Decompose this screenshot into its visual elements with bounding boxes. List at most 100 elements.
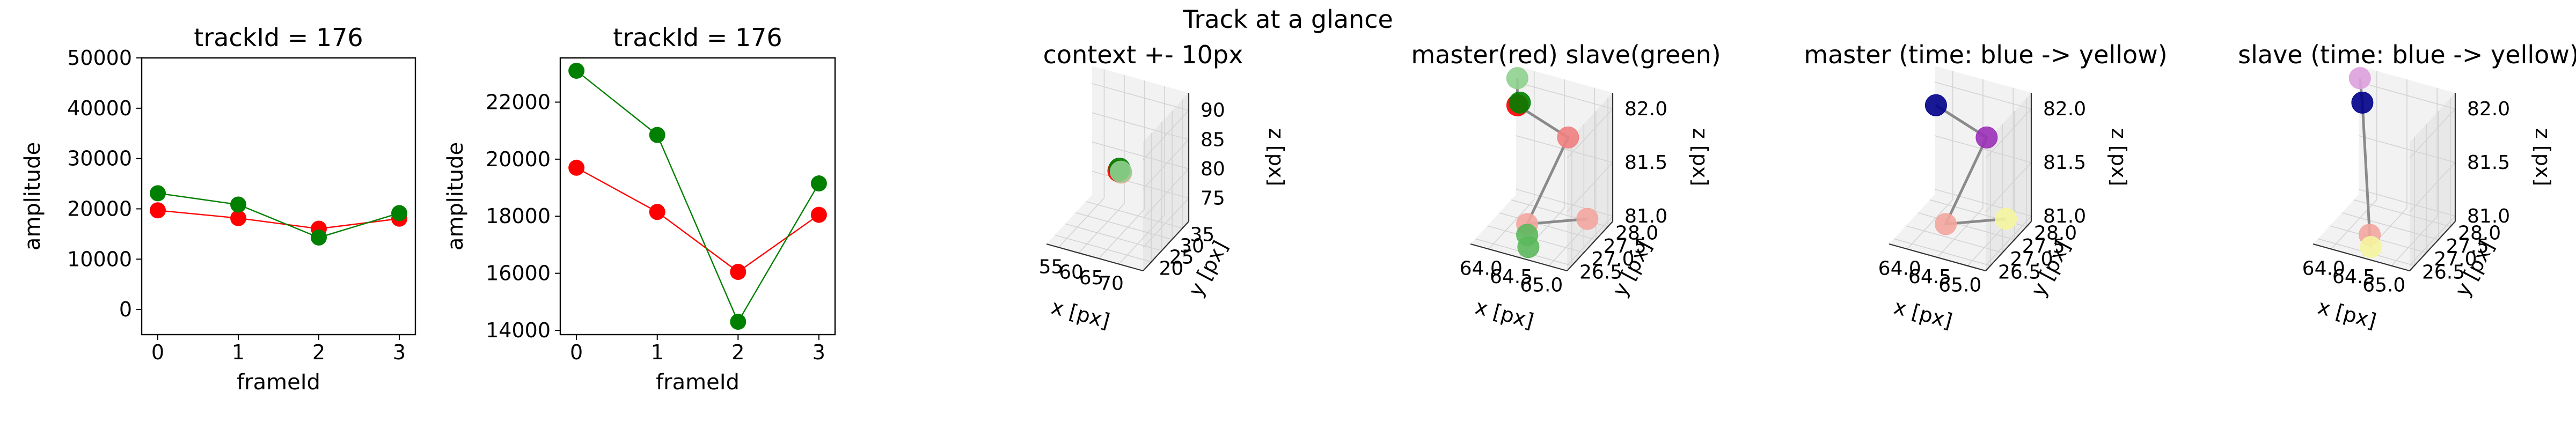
y-axis-line: [1567, 221, 1613, 271]
z-axis-label: z [px]: [1264, 128, 1288, 186]
x-tick-label: 65.0: [2362, 275, 2405, 297]
z-tick-label: 81.5: [2043, 152, 2086, 174]
data-point: [1935, 213, 1957, 235]
line-chart-2: trackId = 176 0 1 2 3 14000 16000 18000 20000 220…: [443, 23, 836, 395]
y-tick-label: 40000: [67, 97, 132, 120]
data-point-green: [568, 62, 585, 79]
data-point-green: [311, 229, 327, 246]
y-tick-label: 18000: [486, 204, 551, 228]
series-line-red: [157, 210, 400, 230]
trajectory-path: [1935, 104, 2007, 226]
data-point: [1576, 208, 1599, 230]
data-point-green: [391, 205, 407, 221]
grid-line: [1058, 69, 1105, 248]
data-point-red: [568, 159, 585, 176]
chart-title: slave (time: blue -> yellow): [2238, 40, 2576, 69]
grid-line: [1098, 80, 1145, 259]
x-tick-label: 2: [312, 341, 325, 364]
x-tick-label: 60: [1059, 262, 1084, 284]
chart-title: trackId = 176: [194, 23, 363, 52]
x-axis-line: [2312, 243, 2410, 272]
y-tick-label: 26.5: [1998, 261, 2041, 283]
data-point-red: [230, 210, 246, 226]
3d-scatter-4: slave (time: blue -> yellow) 64.064.565.0…: [2238, 40, 2576, 333]
z-tick-label: 81.0: [2043, 205, 2086, 227]
x-tick-label: 65.0: [1520, 275, 1563, 297]
x-tick-label: 0: [570, 341, 583, 364]
y-tick-label: 27.5: [2022, 235, 2065, 257]
y-tick-label: 27.0: [2434, 248, 2477, 270]
grid-line: [2391, 87, 2438, 267]
y-axis-label: amplitude: [20, 142, 45, 250]
data-point: [1924, 94, 1947, 116]
y-tick-label: 30000: [67, 147, 132, 171]
grid-line: [1937, 79, 1984, 258]
y-tick-label: 22000: [486, 90, 551, 114]
side-pane: [1143, 93, 1189, 271]
x-tick-label: 64.5: [1908, 266, 1951, 288]
data-point: [2348, 67, 2371, 90]
data-point: [1975, 126, 1998, 149]
data-point: [1995, 208, 2017, 230]
data-point-red: [150, 202, 166, 219]
3d-scatter-2: master(red) slave(green) 64.064.565.0 26.5…: [1411, 40, 1721, 333]
grid-line: [1118, 86, 1165, 265]
z-tick-label: 75: [1201, 187, 1225, 209]
y-tick-label: 0: [119, 298, 132, 321]
x-axis-label: x [px]: [1891, 295, 1955, 333]
x-tick-label: 2: [731, 341, 744, 364]
figure-suptitle: Track at a glance: [1182, 5, 1393, 34]
y-tick-label: 28.0: [2034, 223, 2077, 245]
y-axis-label: amplitude: [443, 142, 468, 250]
y-tick-label: 50000: [67, 46, 132, 70]
x-tick-label: 70: [1099, 273, 1124, 295]
y-tick-label: 28.0: [1615, 223, 1658, 245]
y-tick-label: 10000: [67, 247, 132, 271]
data-point-green: [150, 185, 166, 202]
data-point-green: [230, 196, 246, 213]
y-tick-label: 16000: [486, 262, 551, 285]
y-tick-label: 20: [1159, 257, 1183, 279]
y-tick-label: 20000: [486, 147, 551, 171]
y-tick-label: 25: [1169, 246, 1194, 268]
z-tick-label: 81.0: [2467, 205, 2510, 227]
y-tick-label: 20000: [67, 197, 132, 220]
series-line-red: [576, 167, 819, 273]
x-axis-label: x [px]: [1049, 295, 1112, 333]
y-tick-label: 27.5: [1604, 235, 1646, 257]
x-tick-label: 3: [813, 341, 825, 364]
side-pane: [2410, 93, 2455, 271]
y-tick-label: 28.0: [2458, 223, 2501, 245]
y-tick-label: 35: [1190, 224, 1214, 246]
series-line-green: [157, 193, 400, 239]
chart-title: master (time: blue -> yellow): [1804, 40, 2167, 69]
z-tick-label: 80: [1201, 158, 1225, 180]
x-axis-label: x [px]: [1473, 295, 1536, 333]
data-point: [2360, 236, 2382, 258]
x-axis-line: [1470, 243, 1568, 272]
data-point-red: [810, 206, 827, 223]
chart-title: trackId = 176: [613, 23, 782, 52]
x-tick-label: 0: [151, 341, 164, 364]
z-tick-label: 81.5: [2467, 152, 2510, 174]
y-tick-label: 27.0: [2010, 248, 2053, 270]
y-tick-label: 14000: [486, 319, 551, 342]
z-tick-label: 81.5: [1624, 152, 1667, 174]
series-line-green: [576, 70, 819, 323]
y-tick-label: 27.5: [2446, 235, 2489, 257]
y-tick-label: 30: [1180, 235, 1204, 257]
z-tick-label: 85: [1201, 129, 1225, 151]
x-tick-label: 64.0: [2302, 257, 2345, 279]
grid-line: [1078, 75, 1125, 254]
x-tick-label: 3: [393, 341, 406, 364]
y-axis-line: [2409, 221, 2456, 271]
x-axis-line: [1046, 243, 1144, 272]
data-point: [1509, 91, 1531, 114]
x-tick-label: 1: [232, 341, 245, 364]
data-point-green: [730, 314, 747, 330]
data-point: [2351, 91, 2374, 114]
y-tick-label: 26.5: [1579, 261, 1622, 283]
x-tick-label: 64.5: [2332, 266, 2375, 288]
